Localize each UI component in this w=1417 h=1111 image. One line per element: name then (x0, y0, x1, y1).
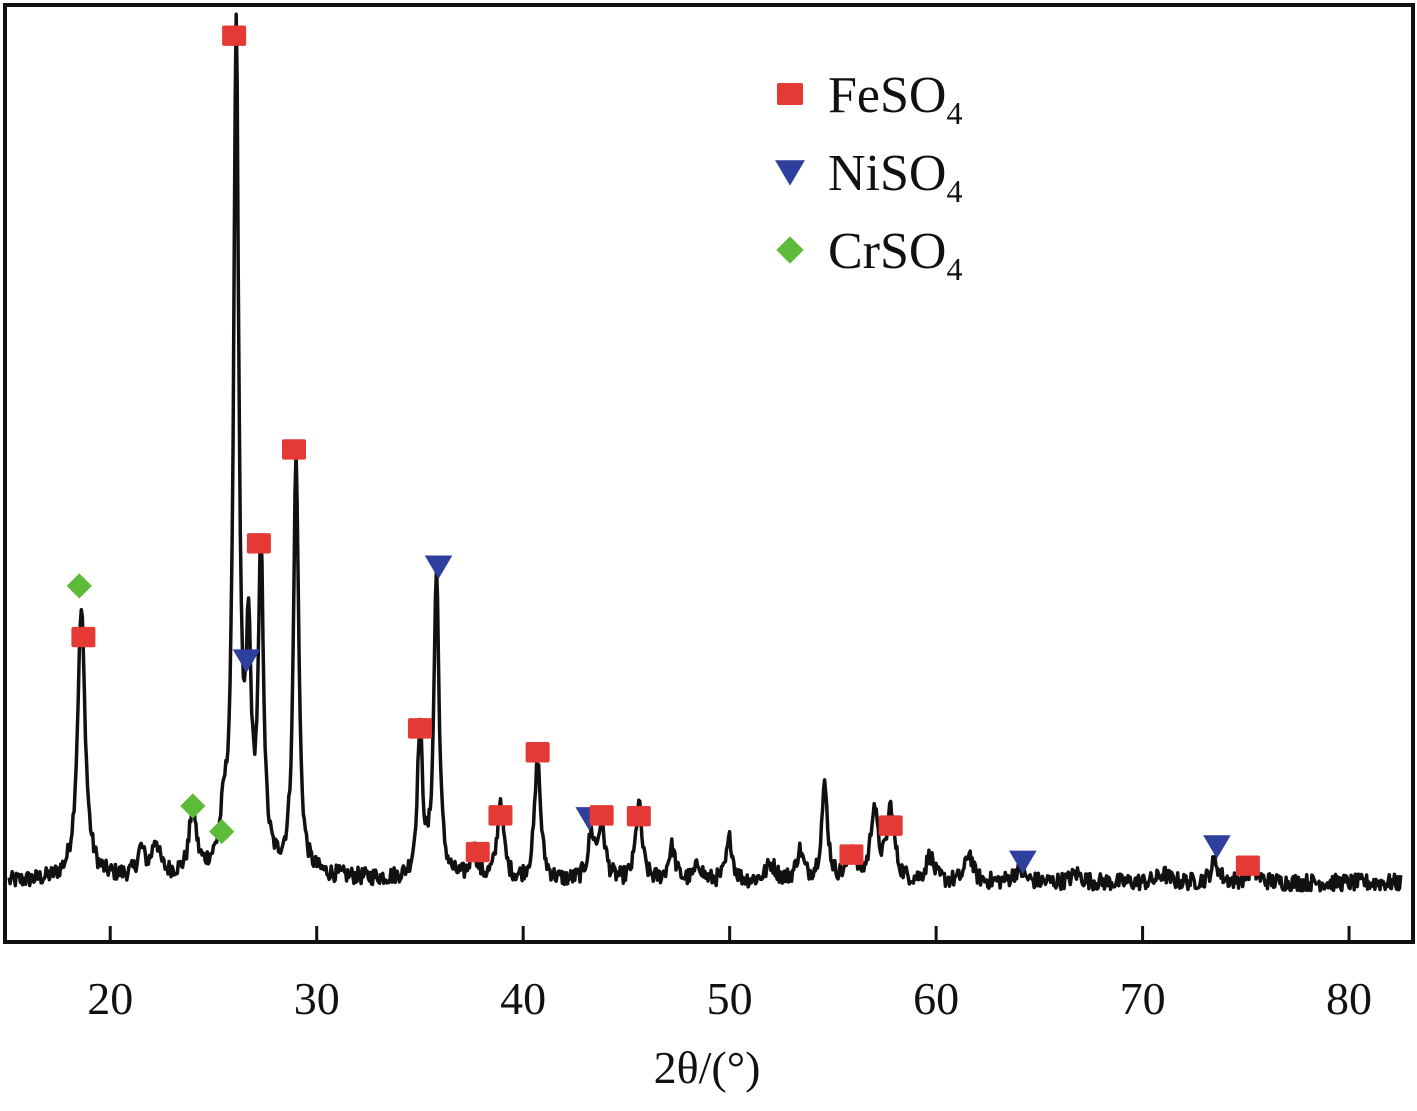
x-tick-label: 20 (87, 973, 133, 1024)
ni-marker (232, 649, 261, 673)
cr-marker (209, 818, 235, 845)
fe-marker (1235, 855, 1260, 876)
fe-marker (525, 742, 550, 763)
x-axis-title: 2θ/(°) (654, 1042, 761, 1093)
fe-marker (222, 25, 247, 46)
fe-marker (246, 533, 271, 554)
xrd-pattern-line (7, 12, 1403, 893)
cr-marker (180, 793, 206, 819)
x-axis-tick-labels: 20 30 40 50 60 70 80 (87, 973, 1372, 1024)
ni-marker (1009, 850, 1037, 875)
fe-marker (839, 844, 864, 865)
legend-fe-marker (777, 82, 803, 106)
fe-marker (589, 805, 614, 826)
legend-cr-marker (776, 236, 804, 264)
cr-marker (66, 573, 92, 599)
fe-marker (281, 439, 306, 460)
legend-ni-marker (775, 160, 805, 186)
x-tick-label: 30 (294, 973, 340, 1024)
legend-cr-label: CrSO4 (828, 223, 962, 287)
fe-marker (626, 806, 651, 827)
x-tick-label: 50 (707, 973, 753, 1024)
legend-ni-label: NiSO4 (828, 145, 962, 209)
fe-marker (465, 841, 490, 863)
fe-marker (71, 626, 96, 648)
x-tick-label: 80 (1326, 973, 1372, 1024)
fe-marker (488, 805, 513, 826)
legend-fe-label: FeSO4 (828, 67, 962, 131)
x-tick-label: 40 (500, 973, 546, 1024)
plot-frame (3, 3, 1415, 944)
ni-marker (1203, 835, 1231, 859)
peak-markers (66, 25, 1260, 876)
legend: FeSO4 NiSO4 CrSO4 (775, 67, 962, 287)
x-axis-ticks (108, 926, 1351, 940)
x-tick-label: 70 (1120, 973, 1166, 1024)
fe-marker (878, 815, 903, 836)
x-tick-label: 60 (913, 973, 959, 1024)
ni-marker (424, 555, 453, 579)
fe-marker (407, 718, 432, 739)
